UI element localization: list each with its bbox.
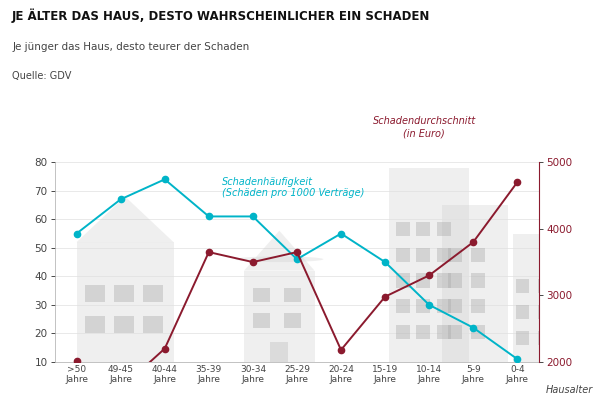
Bar	[448, 273, 462, 288]
Bar	[142, 316, 162, 333]
Bar	[538, 305, 550, 319]
Bar	[396, 299, 410, 313]
Bar	[416, 299, 430, 313]
Text: Je jünger das Haus, desto teurer der Schaden: Je jünger das Haus, desto teurer der Sch…	[12, 42, 250, 52]
Bar	[416, 248, 430, 262]
Bar	[471, 273, 485, 288]
Bar	[114, 316, 134, 333]
Circle shape	[235, 256, 324, 262]
Text: Schadendurchschnitt
(in Euro): Schadendurchschnitt (in Euro)	[373, 116, 476, 138]
Bar	[513, 233, 561, 362]
Polygon shape	[244, 231, 315, 271]
Bar	[516, 331, 529, 345]
Bar	[416, 325, 430, 339]
Bar	[396, 273, 410, 288]
Bar	[284, 313, 301, 328]
Bar	[85, 316, 105, 333]
Bar	[471, 299, 485, 313]
Bar	[516, 279, 529, 293]
Text: Hausalter: Hausalter	[546, 385, 593, 395]
Bar	[142, 285, 162, 302]
Bar	[284, 288, 301, 302]
Bar	[538, 279, 550, 293]
Polygon shape	[76, 196, 173, 242]
Bar	[76, 242, 173, 362]
Bar	[471, 325, 485, 339]
Bar	[471, 248, 485, 262]
Bar	[437, 248, 451, 262]
Bar	[416, 273, 430, 288]
Bar	[448, 325, 462, 339]
Bar	[416, 222, 430, 236]
Bar	[396, 325, 410, 339]
Bar	[437, 273, 451, 288]
Bar	[437, 325, 451, 339]
Bar	[114, 285, 134, 302]
Bar	[448, 248, 462, 262]
Bar	[253, 288, 270, 302]
Bar	[85, 285, 105, 302]
Text: Quelle: GDV: Quelle: GDV	[12, 71, 72, 81]
Bar	[437, 299, 451, 313]
Bar	[390, 168, 469, 362]
Bar	[396, 222, 410, 236]
Bar	[244, 271, 315, 362]
Text: JE ÄLTER DAS HAUS, DESTO WAHRSCHEINLICHER EIN SCHADEN: JE ÄLTER DAS HAUS, DESTO WAHRSCHEINLICHE…	[12, 8, 430, 23]
Bar	[448, 299, 462, 313]
Bar	[516, 305, 529, 319]
Bar	[442, 205, 508, 362]
Bar	[270, 342, 288, 362]
Bar	[253, 313, 270, 328]
Bar	[437, 222, 451, 236]
Text: Schadenhäufigkeit
(Schäden pro 1000 Verträge): Schadenhäufigkeit (Schäden pro 1000 Vert…	[222, 176, 364, 198]
Bar	[538, 331, 550, 345]
Bar	[396, 248, 410, 262]
